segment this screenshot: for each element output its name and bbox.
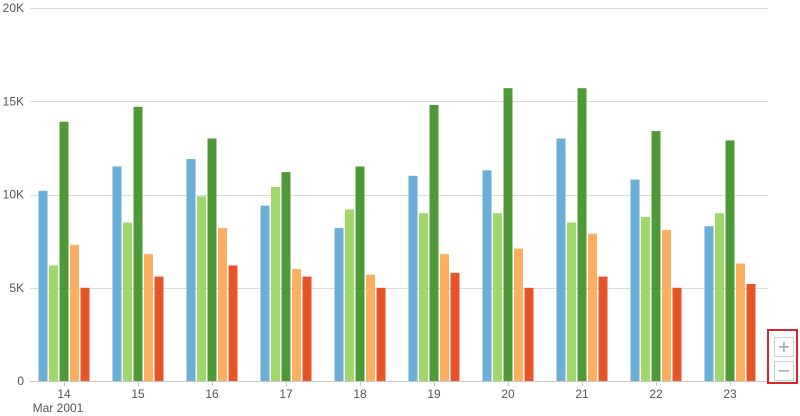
x-tick-label: 14 <box>57 387 71 401</box>
bar <box>672 287 682 382</box>
bar <box>302 276 312 381</box>
bar <box>292 269 301 381</box>
bar <box>49 265 58 381</box>
x-tick-label: 16 <box>205 387 219 401</box>
bar <box>567 222 576 381</box>
bar <box>419 213 428 381</box>
bar <box>440 254 449 381</box>
bar <box>524 287 534 382</box>
bar <box>207 138 217 381</box>
bar <box>704 226 714 381</box>
x-tick-label: 23 <box>723 387 737 401</box>
bar <box>651 131 661 381</box>
bar <box>281 172 291 381</box>
x-tick-label: 15 <box>131 387 145 401</box>
bar <box>218 228 227 381</box>
x-tick-label: 21 <box>575 387 589 401</box>
bar <box>493 213 502 381</box>
bar <box>366 274 375 381</box>
bar <box>123 222 132 381</box>
bar <box>715 213 724 381</box>
bar <box>503 88 513 381</box>
bar <box>630 179 640 381</box>
bar <box>725 140 735 381</box>
bar <box>598 276 608 381</box>
y-tick-label: 0 <box>17 374 24 388</box>
bar <box>514 248 523 381</box>
bar <box>38 190 48 381</box>
bar <box>588 233 597 381</box>
y-tick-label: 10K <box>3 188 24 202</box>
x-tick-label: 19 <box>427 387 441 401</box>
bar <box>144 254 153 381</box>
bar <box>260 205 270 381</box>
bar <box>736 263 745 381</box>
zoom-out-button[interactable]: − <box>774 361 794 381</box>
bar <box>271 187 280 381</box>
bar <box>80 287 90 382</box>
bar <box>112 166 122 381</box>
bar <box>186 159 196 381</box>
y-tick-label: 15K <box>3 94 24 108</box>
bar <box>376 287 386 382</box>
bar <box>228 265 238 381</box>
bar <box>641 216 650 381</box>
bar <box>482 170 492 381</box>
x-period-label: Mar 2001 <box>33 401 84 415</box>
x-tick-label: 18 <box>353 387 367 401</box>
bar <box>133 106 143 382</box>
bar <box>345 209 354 381</box>
bar <box>408 175 418 381</box>
bar <box>355 166 365 381</box>
axis: 0 5K 10K 15K 20K 14 15 16 17 18 19 20 21 22 23 Mar 2001 <box>3 1 768 415</box>
bar <box>450 272 460 381</box>
bar <box>154 276 164 381</box>
bar <box>429 105 439 381</box>
bars <box>38 88 756 382</box>
zoom-in-button[interactable]: + <box>774 337 794 357</box>
x-tick-label: 22 <box>649 387 663 401</box>
bar <box>556 138 566 381</box>
bar <box>577 88 587 381</box>
bar <box>746 284 756 381</box>
y-tick-label: 20K <box>3 1 24 15</box>
bar <box>334 228 344 381</box>
bar <box>70 244 79 381</box>
y-tick-label: 5K <box>9 281 24 295</box>
x-tick-label: 20 <box>501 387 515 401</box>
x-tick-label: 17 <box>279 387 293 401</box>
bar <box>197 196 206 381</box>
bar <box>662 229 671 381</box>
bar <box>59 121 69 382</box>
zoom-controls: + − <box>767 329 798 384</box>
